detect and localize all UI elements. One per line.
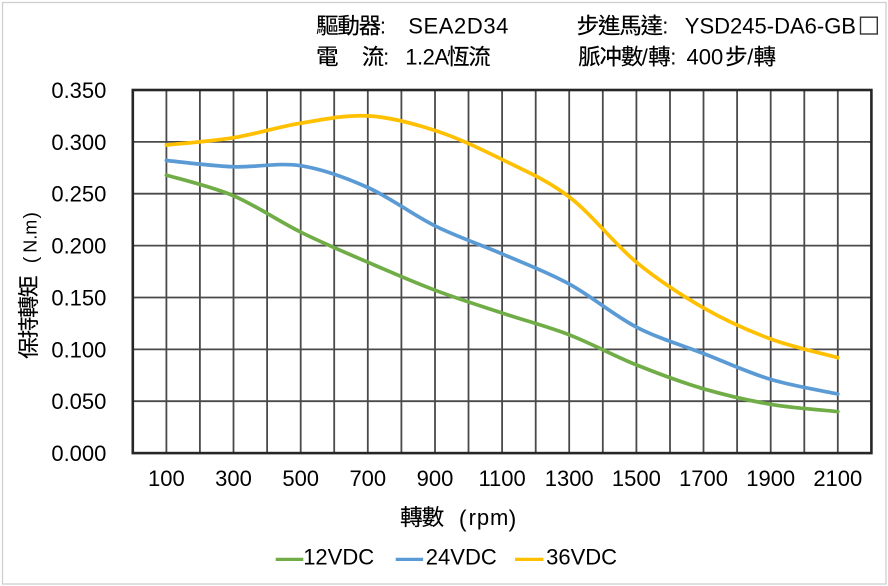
svg-text:SEA2D34: SEA2D34 [408, 14, 509, 39]
svg-text:24VDC: 24VDC [426, 545, 497, 570]
svg-text:(: ( [459, 505, 467, 531]
svg-text:500: 500 [282, 466, 319, 491]
svg-text:rpm: rpm [469, 505, 510, 530]
svg-text:1.2A: 1.2A [405, 45, 449, 70]
svg-text:12VDC: 12VDC [303, 545, 374, 570]
svg-text:(: ( [20, 256, 42, 263]
svg-text:100: 100 [148, 466, 185, 491]
svg-text::: : [670, 45, 676, 70]
svg-text:0.350: 0.350 [51, 78, 106, 103]
svg-text:YSD245-DA6-GB: YSD245-DA6-GB [685, 14, 856, 39]
svg-text:0.150: 0.150 [51, 286, 106, 311]
svg-text:0.200: 0.200 [51, 234, 106, 259]
svg-text:0.250: 0.250 [51, 182, 106, 207]
svg-text::: : [383, 45, 389, 70]
svg-text:400: 400 [687, 45, 724, 70]
svg-text:0.000: 0.000 [51, 441, 106, 466]
svg-text:): ) [20, 212, 42, 219]
svg-text:1300: 1300 [545, 466, 594, 491]
svg-text:N.m: N.m [20, 220, 40, 253]
svg-text::: : [380, 14, 386, 39]
svg-text:700: 700 [349, 466, 386, 491]
svg-text:): ) [509, 505, 517, 531]
svg-text:300: 300 [215, 466, 252, 491]
svg-text:0.050: 0.050 [51, 389, 106, 414]
svg-text:1700: 1700 [679, 466, 728, 491]
svg-text::: : [662, 14, 668, 39]
svg-text:900: 900 [417, 466, 454, 491]
svg-text:/: / [747, 45, 754, 70]
svg-text:1900: 1900 [746, 466, 795, 491]
svg-text:1100: 1100 [478, 466, 525, 491]
svg-text:2100: 2100 [813, 466, 862, 491]
svg-text:/: / [642, 45, 649, 70]
svg-text:0.300: 0.300 [51, 130, 106, 155]
svg-text:36VDC: 36VDC [546, 545, 617, 570]
svg-text:1500: 1500 [612, 466, 661, 491]
svg-text:0.100: 0.100 [51, 337, 106, 362]
